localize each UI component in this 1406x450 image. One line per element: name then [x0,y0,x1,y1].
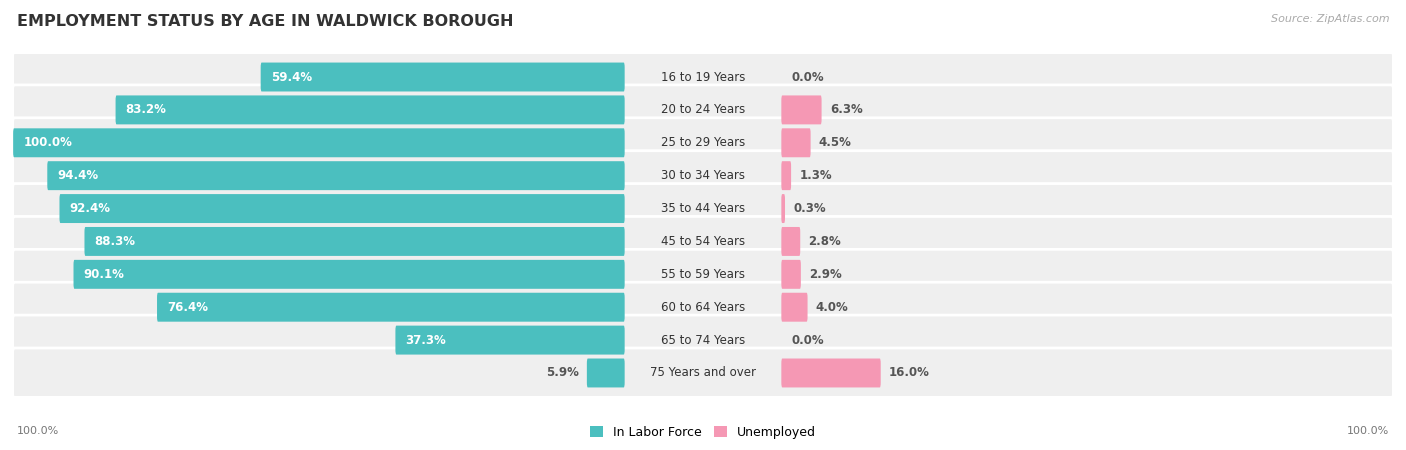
Text: 100.0%: 100.0% [24,136,72,149]
Text: 4.5%: 4.5% [818,136,852,149]
Text: 16.0%: 16.0% [889,366,929,379]
Text: 1.3%: 1.3% [800,169,832,182]
FancyBboxPatch shape [48,161,624,190]
FancyBboxPatch shape [13,85,1393,135]
Text: 0.0%: 0.0% [792,71,824,84]
Text: 92.4%: 92.4% [69,202,111,215]
FancyBboxPatch shape [782,194,785,223]
Text: 0.0%: 0.0% [792,333,824,346]
FancyBboxPatch shape [13,249,1393,299]
FancyBboxPatch shape [586,359,624,387]
FancyBboxPatch shape [13,348,1393,398]
Text: 88.3%: 88.3% [94,235,135,248]
Text: 55 to 59 Years: 55 to 59 Years [661,268,745,281]
Text: 76.4%: 76.4% [167,301,208,314]
FancyBboxPatch shape [157,293,624,322]
Text: 2.8%: 2.8% [808,235,841,248]
FancyBboxPatch shape [13,315,1393,365]
Text: 94.4%: 94.4% [58,169,98,182]
Text: 20 to 24 Years: 20 to 24 Years [661,104,745,117]
Text: 90.1%: 90.1% [83,268,125,281]
Text: 2.9%: 2.9% [808,268,842,281]
FancyBboxPatch shape [84,227,624,256]
FancyBboxPatch shape [782,359,880,387]
FancyBboxPatch shape [13,184,1393,234]
Text: Source: ZipAtlas.com: Source: ZipAtlas.com [1271,14,1389,23]
FancyBboxPatch shape [782,260,801,289]
Text: 35 to 44 Years: 35 to 44 Years [661,202,745,215]
FancyBboxPatch shape [59,194,624,223]
Text: 37.3%: 37.3% [405,333,446,346]
Text: 100.0%: 100.0% [1347,427,1389,436]
Text: 16 to 19 Years: 16 to 19 Years [661,71,745,84]
FancyBboxPatch shape [782,161,792,190]
Text: 4.0%: 4.0% [815,301,849,314]
FancyBboxPatch shape [260,63,624,91]
FancyBboxPatch shape [13,118,1393,168]
Text: 0.3%: 0.3% [793,202,825,215]
Text: 60 to 64 Years: 60 to 64 Years [661,301,745,314]
FancyBboxPatch shape [395,326,624,355]
Text: 30 to 34 Years: 30 to 34 Years [661,169,745,182]
Text: 25 to 29 Years: 25 to 29 Years [661,136,745,149]
FancyBboxPatch shape [13,151,1393,201]
Text: 75 Years and over: 75 Years and over [650,366,756,379]
Text: EMPLOYMENT STATUS BY AGE IN WALDWICK BOROUGH: EMPLOYMENT STATUS BY AGE IN WALDWICK BOR… [17,14,513,28]
Text: 59.4%: 59.4% [271,71,312,84]
FancyBboxPatch shape [115,95,624,124]
FancyBboxPatch shape [13,216,1393,266]
Text: 5.9%: 5.9% [546,366,579,379]
FancyBboxPatch shape [782,293,807,322]
FancyBboxPatch shape [73,260,624,289]
Text: 65 to 74 Years: 65 to 74 Years [661,333,745,346]
Text: 100.0%: 100.0% [17,427,59,436]
Legend: In Labor Force, Unemployed: In Labor Force, Unemployed [585,421,821,444]
Text: 83.2%: 83.2% [125,104,166,117]
FancyBboxPatch shape [13,128,624,157]
FancyBboxPatch shape [13,52,1393,102]
FancyBboxPatch shape [782,95,821,124]
FancyBboxPatch shape [782,128,811,157]
Text: 45 to 54 Years: 45 to 54 Years [661,235,745,248]
Text: 6.3%: 6.3% [830,104,862,117]
FancyBboxPatch shape [782,227,800,256]
FancyBboxPatch shape [13,282,1393,332]
